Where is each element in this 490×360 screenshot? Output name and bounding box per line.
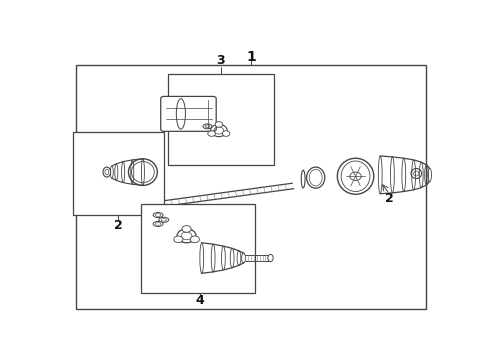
Circle shape — [222, 131, 230, 136]
Ellipse shape — [103, 167, 111, 177]
Ellipse shape — [153, 221, 163, 226]
Circle shape — [182, 226, 191, 232]
Circle shape — [177, 229, 196, 243]
Circle shape — [208, 131, 216, 136]
Ellipse shape — [307, 167, 325, 188]
Circle shape — [174, 236, 183, 243]
Text: 1: 1 — [246, 50, 256, 64]
Ellipse shape — [268, 255, 273, 262]
Bar — [168, 74, 274, 165]
Text: 4: 4 — [196, 294, 204, 307]
Text: 3: 3 — [217, 54, 225, 67]
Text: 2: 2 — [114, 219, 122, 232]
Bar — [141, 204, 255, 293]
Ellipse shape — [153, 212, 163, 217]
Text: 2: 2 — [385, 192, 394, 204]
Bar — [73, 132, 164, 215]
FancyBboxPatch shape — [161, 96, 216, 131]
Ellipse shape — [145, 202, 156, 209]
Bar — [76, 66, 426, 309]
Ellipse shape — [337, 158, 374, 194]
Circle shape — [190, 236, 199, 243]
Ellipse shape — [128, 159, 157, 185]
Ellipse shape — [159, 217, 169, 222]
Circle shape — [215, 122, 222, 127]
